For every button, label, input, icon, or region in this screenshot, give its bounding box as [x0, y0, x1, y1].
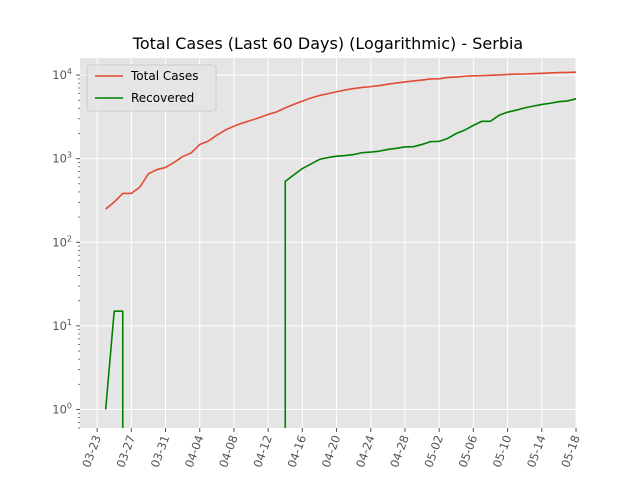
series-lines: [104, 71, 576, 428]
plot-area: [80, 58, 576, 428]
series-line-recovered: [104, 97, 576, 428]
legend-label-recovered: Recovered: [131, 91, 194, 105]
legend: Total Cases Recovered: [86, 64, 217, 112]
y-tick-label: 104: [52, 67, 72, 82]
series-line-total-cases: [105, 71, 576, 210]
y-tick-label: 102: [52, 234, 72, 249]
y-tick-label: 103: [52, 151, 72, 166]
y-axis: 100 101 102 103 104: [52, 67, 80, 429]
y-tick-label: 101: [52, 318, 72, 333]
chart-title: Total Cases (Last 60 Days) (Logarithmic)…: [132, 34, 523, 53]
y-tick-label: 100: [52, 401, 72, 416]
legend-label-total-cases: Total Cases: [130, 69, 198, 83]
